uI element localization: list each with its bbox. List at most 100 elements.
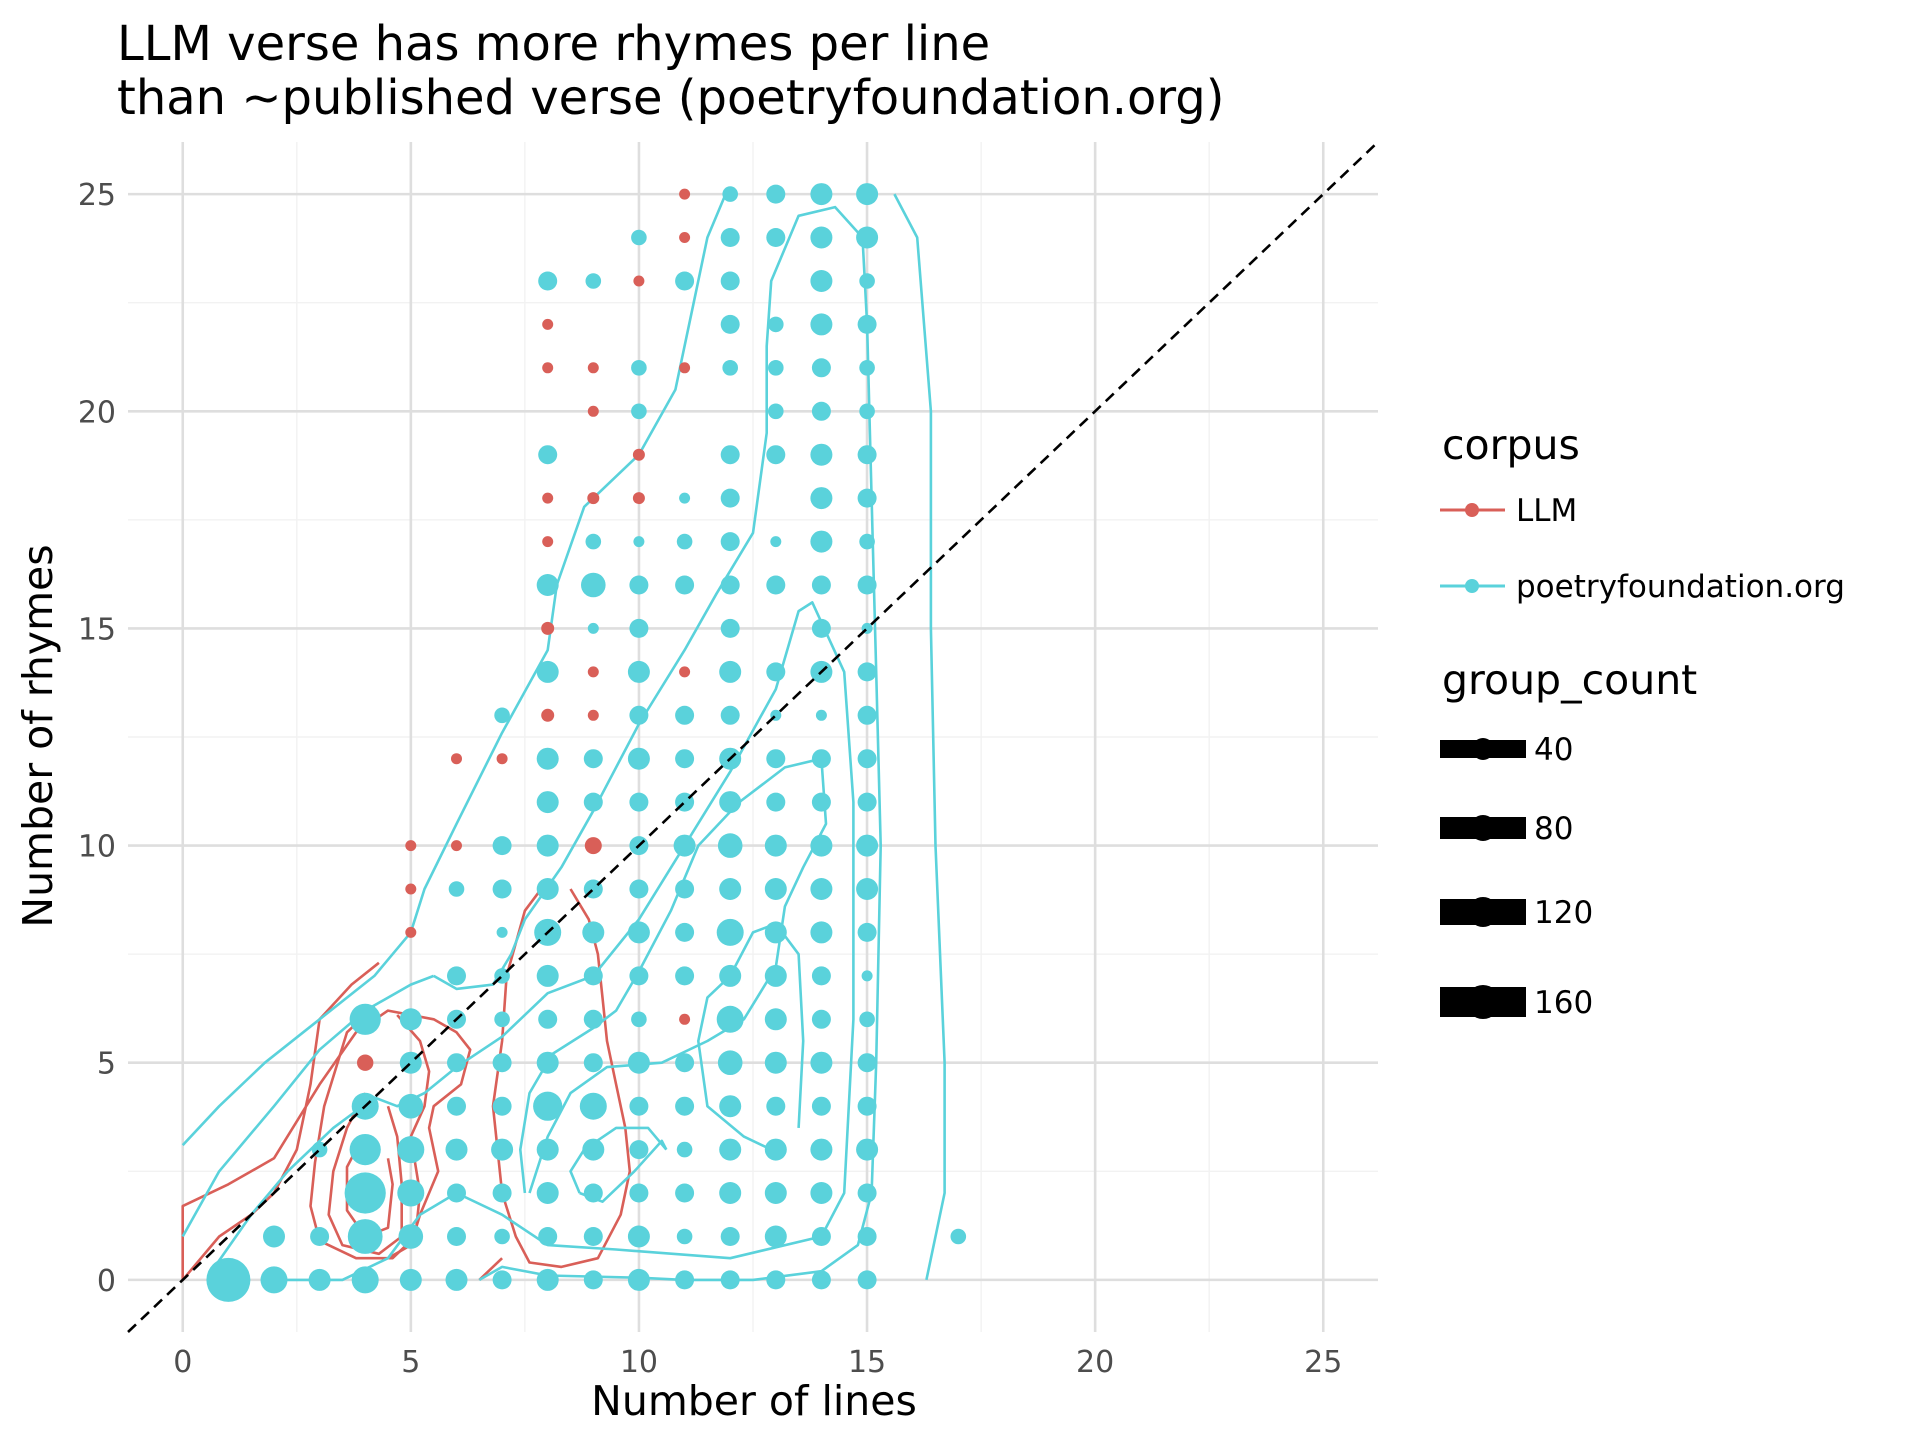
legend-size-title: group_count	[1442, 656, 1697, 704]
poetryfoundation-point	[764, 1051, 787, 1074]
poetryfoundation-point	[344, 1172, 386, 1214]
poetryfoundation-point	[631, 1011, 647, 1028]
poetryfoundation-point	[810, 834, 833, 857]
poetryfoundation-point	[856, 183, 879, 206]
poetryfoundation-point	[766, 445, 786, 465]
poetryfoundation-density-contour	[569, 1126, 668, 1194]
poetryfoundation-point	[675, 271, 695, 291]
poetryfoundation-point	[676, 1141, 693, 1158]
poetryfoundation-point	[447, 1183, 466, 1203]
poetryfoundation-point	[722, 360, 738, 376]
poetryfoundation-point	[675, 922, 695, 942]
poetryfoundation-point	[719, 878, 742, 900]
poetryfoundation-point	[397, 1136, 425, 1164]
poetryfoundation-point	[857, 792, 877, 812]
y-tick-label: 5	[97, 1047, 116, 1082]
poetryfoundation-point	[627, 747, 650, 770]
poetryfoundation-point	[583, 1183, 603, 1203]
poetryfoundation-point	[764, 878, 787, 900]
poetryfoundation-point	[675, 749, 695, 769]
llm-point	[632, 448, 645, 461]
llm-point	[633, 275, 645, 287]
poetryfoundation-point	[260, 1266, 288, 1294]
poetryfoundation-point	[768, 316, 784, 333]
llm-point	[679, 362, 691, 374]
poetryfoundation-density-contour	[213, 601, 855, 1282]
poetryfoundation-point	[536, 1051, 559, 1074]
poetryfoundation-point	[538, 271, 558, 291]
poetryfoundation-point	[629, 879, 649, 899]
poetryfoundation-point	[720, 1227, 740, 1246]
llm-point	[587, 709, 599, 721]
poetryfoundation-point	[351, 1266, 379, 1294]
poetryfoundation-density-contour	[893, 193, 946, 1281]
llm-point	[587, 666, 599, 678]
poetryfoundation-point	[675, 1270, 695, 1290]
poetryfoundation-point	[857, 314, 877, 334]
legend: corpus LLM poetryfoundation.org group_co…	[1440, 421, 1845, 1021]
llm-point	[542, 536, 554, 548]
poetryfoundation-density-contour	[181, 193, 727, 1147]
llm-point	[542, 362, 554, 374]
x-tick-label: 25	[1304, 1345, 1342, 1380]
poetryfoundation-point	[629, 618, 649, 638]
poetryfoundation-point	[627, 660, 650, 683]
poetryfoundation-point	[717, 833, 743, 858]
poetryfoundation-point	[627, 921, 650, 944]
poetryfoundation-point	[810, 1138, 833, 1161]
llm-point	[587, 362, 599, 374]
scatter-points	[206, 183, 967, 1302]
poetryfoundation-point	[811, 792, 831, 812]
poetryfoundation-point	[633, 536, 645, 548]
poetryfoundation-point	[810, 270, 833, 292]
poetryfoundation-point	[627, 1268, 650, 1291]
poetryfoundation-point	[810, 1182, 833, 1204]
poetryfoundation-point	[764, 1182, 787, 1204]
poetryfoundation-point	[766, 1096, 786, 1116]
poetryfoundation-point	[629, 575, 649, 595]
poetryfoundation-point	[583, 1009, 603, 1029]
legend-color-title: corpus	[1442, 421, 1580, 469]
poetryfoundation-point	[766, 228, 786, 247]
poetryfoundation-point	[764, 964, 787, 987]
llm-point	[584, 837, 602, 855]
poetryfoundation-point	[492, 1096, 512, 1116]
llm-point	[357, 1054, 374, 1071]
poetryfoundation-point	[811, 1096, 831, 1116]
poetryfoundation-point	[585, 533, 602, 550]
llm-point	[587, 405, 599, 417]
poetryfoundation-point	[629, 1096, 649, 1116]
poetryfoundation-point	[810, 530, 833, 553]
poetryfoundation-point	[722, 186, 738, 202]
poetryfoundation-point	[857, 1270, 877, 1290]
poetryfoundation-point	[447, 966, 466, 986]
poetryfoundation-point	[627, 1051, 650, 1074]
poetryfoundation-point	[764, 921, 787, 944]
poetryfoundation-point	[768, 360, 784, 376]
poetryfoundation-point	[445, 1268, 468, 1291]
poetryfoundation-point	[857, 1183, 877, 1203]
poetryfoundation-point	[810, 226, 833, 249]
poetryfoundation-point	[859, 360, 875, 376]
poetryfoundation-point	[719, 660, 742, 683]
y-tick-label: 20	[78, 395, 116, 430]
poetryfoundation-point	[720, 488, 740, 508]
poetryfoundation-point	[448, 881, 465, 897]
poetryfoundation-point	[587, 622, 599, 634]
poetryfoundation-point	[719, 1182, 742, 1204]
poetryfoundation-point	[810, 313, 833, 336]
poetryfoundation-point	[263, 1225, 285, 1248]
y-tick-label: 15	[78, 612, 116, 647]
poetryfoundation-point	[676, 1228, 693, 1245]
x-axis-title: Number of lines	[591, 1377, 917, 1425]
poetryfoundation-point	[399, 1008, 422, 1031]
llm-point	[632, 492, 645, 505]
poetryfoundation-point	[719, 791, 742, 814]
poetryfoundation-point	[720, 575, 740, 595]
poetryfoundation-point	[720, 314, 740, 334]
poetryfoundation-point	[349, 1003, 381, 1035]
poetryfoundation-point	[583, 1053, 603, 1073]
poetryfoundation-point	[536, 1138, 559, 1161]
poetryfoundation-point	[716, 918, 744, 946]
poetryfoundation-point	[629, 966, 649, 986]
